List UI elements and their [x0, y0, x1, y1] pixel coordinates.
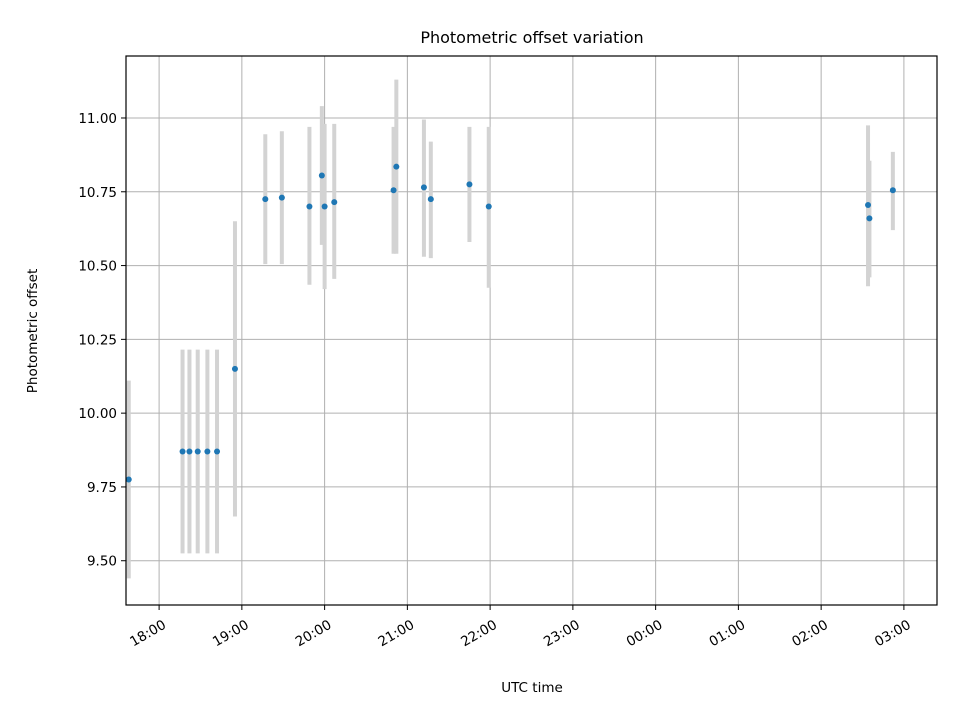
- data-point: [889, 187, 896, 194]
- y-tick-label: 9.50: [87, 554, 117, 570]
- data-point: [865, 202, 872, 209]
- y-tick-label: 9.75: [87, 480, 117, 496]
- data-point: [214, 448, 221, 455]
- data-point: [186, 448, 193, 455]
- data-point: [179, 448, 186, 455]
- y-axis-label: Photometric offset: [25, 269, 41, 393]
- data-point: [331, 199, 338, 206]
- x-tick-label: 22:00: [458, 617, 500, 650]
- chart-title: Photometric offset variation: [420, 28, 643, 47]
- y-tick-label: 10.25: [78, 332, 117, 348]
- data-point: [278, 194, 285, 201]
- data-point: [321, 203, 328, 210]
- x-tick-label: 20:00: [293, 617, 335, 650]
- y-tick-label: 11.00: [78, 111, 117, 127]
- x-tick-label: 01:00: [706, 617, 748, 650]
- data-point: [485, 203, 492, 210]
- x-axis-label: UTC time: [501, 680, 563, 696]
- x-tick-label: 00:00: [624, 617, 666, 650]
- grid: [126, 56, 937, 605]
- data-point: [194, 448, 201, 455]
- y-tick-label: 10.00: [78, 406, 117, 422]
- x-axis-ticks: 18:00 19:00 20:00 21:00 22:00 23:00 00:00 01:00…: [127, 605, 914, 650]
- x-tick-label: 19:00: [210, 617, 252, 650]
- plot-frame: [125, 55, 938, 606]
- data-point: [318, 172, 325, 179]
- data-point: [204, 448, 211, 455]
- data-point: [420, 184, 427, 191]
- data-point: [231, 365, 238, 372]
- data-point: [125, 476, 132, 483]
- data-point: [262, 196, 269, 203]
- x-tick-label: 23:00: [541, 617, 583, 650]
- data-point: [427, 196, 434, 203]
- y-tick-label: 10.75: [78, 185, 117, 201]
- data-point: [306, 203, 313, 210]
- x-tick-label: 03:00: [872, 617, 914, 650]
- x-tick-label: 21:00: [375, 617, 417, 650]
- data-point: [466, 181, 473, 188]
- errorbars: [126, 79, 895, 579]
- data-point: [390, 187, 397, 194]
- y-axis-ticks: 9.50 9.75 10.00 10.25 10.50 10.75 11.00: [78, 111, 126, 570]
- data-point: [393, 163, 400, 170]
- data-point: [866, 215, 873, 222]
- x-tick-label: 02:00: [789, 617, 831, 650]
- x-tick-label: 18:00: [127, 617, 169, 650]
- y-tick-label: 10.50: [78, 259, 117, 275]
- data-points: [125, 163, 896, 483]
